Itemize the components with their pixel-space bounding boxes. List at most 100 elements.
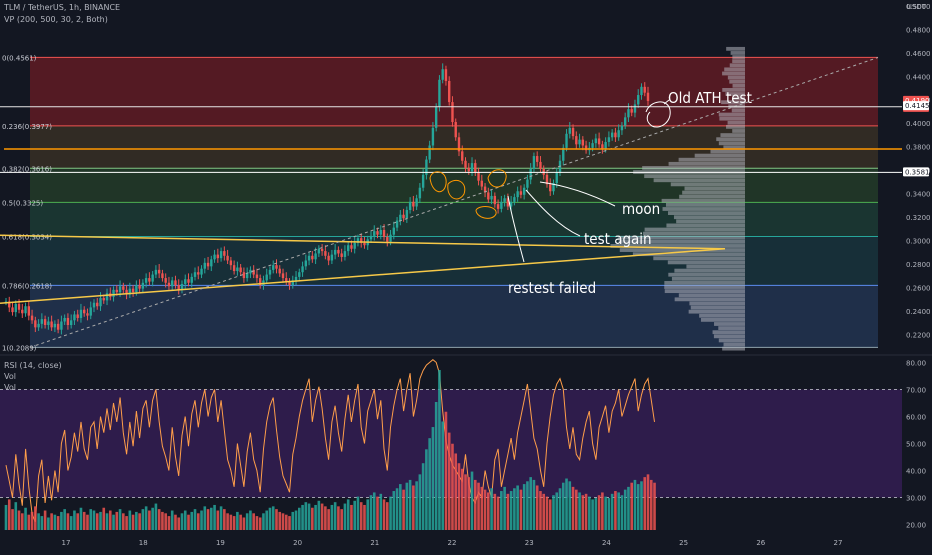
volume-bar [83, 512, 86, 530]
candle-body [523, 188, 525, 195]
candle-body [67, 318, 69, 325]
candle-body [93, 303, 95, 308]
volume-bar [132, 515, 135, 530]
candle-body [513, 197, 515, 202]
volume-bar [477, 483, 480, 530]
volume-bar [360, 502, 363, 530]
volume-bar [627, 487, 630, 530]
volume-bar [653, 483, 656, 530]
vp-bar [732, 129, 745, 133]
vp-bar [722, 347, 745, 351]
candle-body [494, 196, 496, 204]
vp-bar [679, 195, 745, 199]
price-tick: 0.4800 [906, 26, 931, 34]
volume-bar [614, 491, 617, 530]
volume-bar [340, 509, 343, 530]
volume-bar [311, 508, 314, 530]
volume-bar [305, 502, 308, 530]
candle-body [187, 279, 189, 283]
volume-bar [604, 497, 607, 530]
candle-body [432, 128, 434, 146]
volume-bar [598, 495, 601, 530]
candle-body [604, 142, 606, 149]
volume-bar [318, 501, 321, 530]
candle-body [399, 215, 401, 221]
vp-bar [664, 285, 745, 289]
volume-bar [148, 511, 151, 530]
candle-body [256, 275, 258, 279]
symbol-title: TLM / TetherUS, 1h, BINANCE [4, 3, 120, 12]
time-tick: 24 [602, 539, 611, 547]
candle-body [441, 69, 443, 80]
price-tick: 0.2800 [906, 261, 931, 269]
rsi-tick: 70.00 [906, 386, 926, 394]
volume-bar [542, 494, 545, 530]
volume-bar [650, 480, 653, 530]
volume-bar [507, 494, 510, 530]
vp-bar [726, 47, 745, 51]
price-tick: 0.4000 [906, 120, 931, 128]
fib-label: 0.786(0.2618) [2, 282, 52, 290]
time-tick: 25 [679, 539, 688, 547]
volume-bar [203, 506, 206, 530]
fib-zone [30, 202, 878, 236]
price-tick: 0.2600 [906, 284, 931, 292]
time-tick: 20 [293, 539, 302, 547]
volume-bar [161, 512, 164, 530]
volume-bar [288, 516, 291, 530]
candle-body [83, 310, 85, 314]
candle-body [617, 130, 619, 137]
volume-bar [86, 515, 89, 530]
volume-bar [503, 487, 506, 530]
volume-bar [187, 515, 190, 530]
vp-bar [666, 224, 745, 228]
vol-label-1: Vol [4, 372, 16, 381]
volume-bar [269, 508, 272, 530]
candle-body [116, 290, 118, 292]
volume-bar [389, 497, 392, 530]
volume-bar [393, 491, 396, 530]
candle-body [318, 249, 320, 254]
candle-body [324, 251, 326, 256]
candle-body [223, 251, 225, 256]
volume-bar [572, 487, 575, 530]
volume-bar [135, 512, 138, 530]
volume-bar [562, 483, 565, 530]
volume-bar [647, 474, 650, 530]
price-axis: 0.50000.48000.46000.44000.42000.40000.38… [903, 3, 931, 340]
vp-bar [720, 133, 745, 137]
volume-bar [383, 499, 386, 530]
candle-body [529, 169, 531, 180]
candle-body [582, 140, 584, 146]
volume-bar [490, 488, 493, 530]
volume-bar [28, 515, 31, 530]
candle-body [428, 145, 430, 159]
vp-bar [716, 137, 745, 141]
candle-body [249, 270, 251, 274]
volume-bar [93, 511, 96, 530]
volume-bar [164, 513, 167, 530]
candle-body [611, 133, 613, 138]
vp-bar [728, 76, 745, 80]
vol-label-2: Vol [4, 383, 16, 392]
time-tick: 17 [62, 539, 71, 547]
candle-body [138, 285, 140, 289]
vp-bar [645, 228, 745, 232]
vp-bar [664, 281, 745, 285]
candle-body [327, 256, 329, 261]
candle-body [468, 168, 470, 172]
volume-bar [422, 463, 425, 530]
volume-bar [500, 491, 503, 530]
volume-bar [601, 492, 604, 530]
candle-body [536, 156, 538, 162]
volume-bar [370, 495, 373, 530]
candle-body [419, 188, 421, 199]
candle-body [47, 321, 49, 325]
fib-label: 1(0.2089) [2, 344, 37, 352]
volume-bar [396, 488, 399, 530]
volume-bar [448, 433, 451, 530]
candle-body [151, 275, 153, 282]
candle-body [422, 175, 424, 188]
